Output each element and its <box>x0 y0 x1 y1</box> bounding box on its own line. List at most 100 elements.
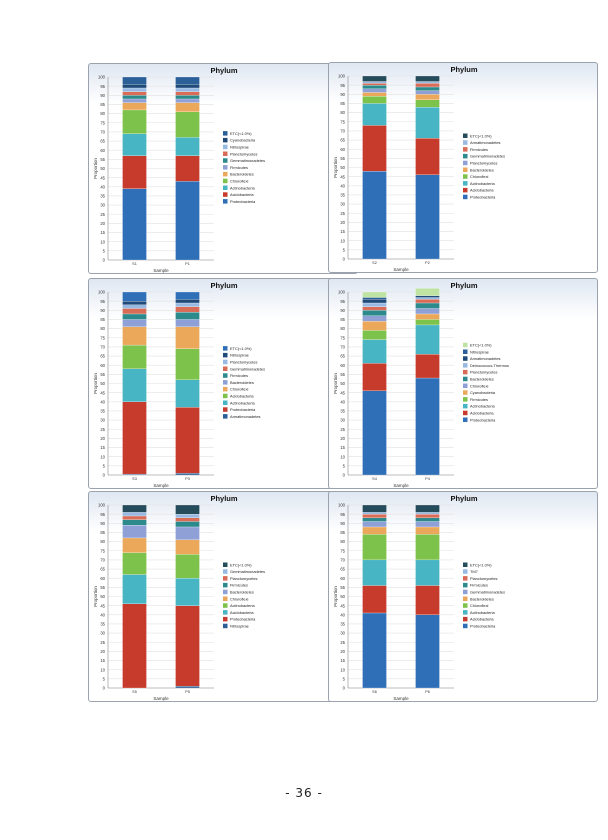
y-tick-label: 70 <box>100 345 105 350</box>
y-tick-label: 35 <box>100 409 105 414</box>
legend-swatch <box>223 192 228 197</box>
bar-segment <box>175 504 200 515</box>
y-tick-label: 55 <box>340 372 345 377</box>
bar-segment <box>175 155 200 182</box>
y-tick-label: 95 <box>340 299 345 304</box>
y-tick-label: 70 <box>340 558 345 563</box>
bar-segment <box>175 521 200 528</box>
legend-label: ETC(<1.0%) <box>470 562 492 567</box>
chart-panel-5: Phylum 0 5 10 15 20 25 30 35 40 45 50 55 60 65 70 75 80 85… <box>88 491 358 702</box>
legend-label: Bacteroidetes <box>230 380 254 385</box>
bar-segment <box>122 304 147 309</box>
bar-segment <box>122 291 147 302</box>
legend-swatch <box>463 582 468 588</box>
bar-segment <box>122 98 147 103</box>
bar-segment <box>362 297 387 300</box>
legend-swatch <box>463 410 468 416</box>
y-tick-label: 60 <box>340 147 345 152</box>
bar-segment <box>175 306 200 313</box>
bar-segment <box>122 308 147 315</box>
legend-swatch <box>463 140 468 145</box>
legend-swatch <box>463 383 468 388</box>
chart-svg: Phylum 0 5 10 15 20 25 30 35 40 45 50 55 60 65 70 75 80 85… <box>333 281 509 488</box>
y-tick-label: 30 <box>340 631 345 636</box>
x-tick-label: S4 <box>372 477 377 481</box>
y-tick-label: 0 <box>103 686 106 691</box>
bar-segment <box>415 526 440 535</box>
bar-segment <box>175 686 200 689</box>
y-tick-label: 0 <box>343 473 346 478</box>
y-tick-label: 40 <box>340 183 345 188</box>
y-tick-label: 65 <box>100 354 105 359</box>
y-tick-label: 25 <box>340 427 345 432</box>
legend-label: Armatimonadetes <box>230 414 261 419</box>
y-tick-label: 50 <box>340 381 345 386</box>
bar-segment <box>362 83 387 86</box>
bar-segment <box>122 319 147 327</box>
y-tick-label: 5 <box>343 676 346 681</box>
legend-swatch <box>463 596 468 601</box>
chart-svg: Phylum 0 5 10 15 20 25 30 35 40 45 50 55 60 65 70 75 80 85… <box>333 494 505 701</box>
y-tick-label: 5 <box>103 463 106 468</box>
bar-segment <box>362 363 387 391</box>
y-tick-label: 95 <box>340 83 345 88</box>
y-tick-label: 40 <box>100 399 105 404</box>
y-tick-label: 100 <box>98 503 106 508</box>
y-tick-label: 35 <box>340 409 345 414</box>
y-tick-label: 100 <box>338 290 346 295</box>
bar-segment <box>122 188 147 261</box>
legend-label: TM7 <box>470 569 478 574</box>
legend-swatch <box>463 160 468 166</box>
y-tick-label: 70 <box>100 130 105 135</box>
legend-label: Proteobacteria <box>230 407 256 412</box>
y-tick-label: 95 <box>100 512 105 517</box>
x-axis-label: Sample <box>153 268 169 273</box>
legend-label: Actinobacteria <box>470 610 495 615</box>
legend-label: Bacteroidetes <box>230 590 254 595</box>
y-tick-label: 10 <box>100 239 105 244</box>
bar-segment <box>362 534 387 561</box>
bar-segment <box>362 559 387 586</box>
bar-segment <box>122 504 147 513</box>
y-tick-label: 50 <box>100 594 105 599</box>
y-tick-label: 85 <box>340 101 345 106</box>
bar-segment <box>122 537 147 553</box>
bar-segment <box>175 87 200 92</box>
legend-swatch <box>223 603 228 608</box>
y-tick-label: 65 <box>100 139 105 144</box>
legend-swatch <box>223 610 228 615</box>
y-tick-label: 100 <box>98 290 106 295</box>
legend-swatch <box>223 576 228 581</box>
y-tick-label: 35 <box>100 194 105 199</box>
y-tick-label: 20 <box>340 220 345 225</box>
legend-swatch <box>463 194 468 200</box>
legend-swatch <box>463 153 468 159</box>
y-tick-label: 55 <box>100 372 105 377</box>
legend-swatch <box>223 185 228 190</box>
legend-label: ETC(<1.0%) <box>230 562 252 567</box>
y-tick-label: 55 <box>340 585 345 590</box>
y-tick-label: 15 <box>100 658 105 663</box>
y-tick-label: 10 <box>340 238 345 243</box>
bar-segment <box>175 181 200 261</box>
legend-label: Chloroflexi <box>230 179 249 184</box>
y-tick-label: 90 <box>340 521 345 526</box>
bar-segment <box>362 299 387 304</box>
legend-label: Actinobacteria <box>230 185 255 190</box>
legend-swatch <box>463 147 468 152</box>
y-tick-label: 50 <box>340 165 345 170</box>
y-tick-label: 5 <box>103 248 106 253</box>
chart-panel-4: Phylum 0 5 10 15 20 25 30 35 40 45 50 55 60 65 70 75 80 85… <box>328 278 598 489</box>
y-tick-label: 90 <box>100 308 105 313</box>
legend-swatch <box>223 346 228 351</box>
y-tick-label: 40 <box>100 184 105 189</box>
y-tick-label: 25 <box>340 211 345 216</box>
bar-segment <box>175 326 200 349</box>
y-tick-label: 40 <box>340 612 345 617</box>
bar-segment <box>122 76 147 85</box>
bar-segment <box>175 379 200 408</box>
x-tick-label: P2 <box>425 261 430 265</box>
y-tick-label: 90 <box>340 308 345 313</box>
bar-segment <box>362 521 387 528</box>
legend-label: Nitrospirae <box>230 145 249 150</box>
